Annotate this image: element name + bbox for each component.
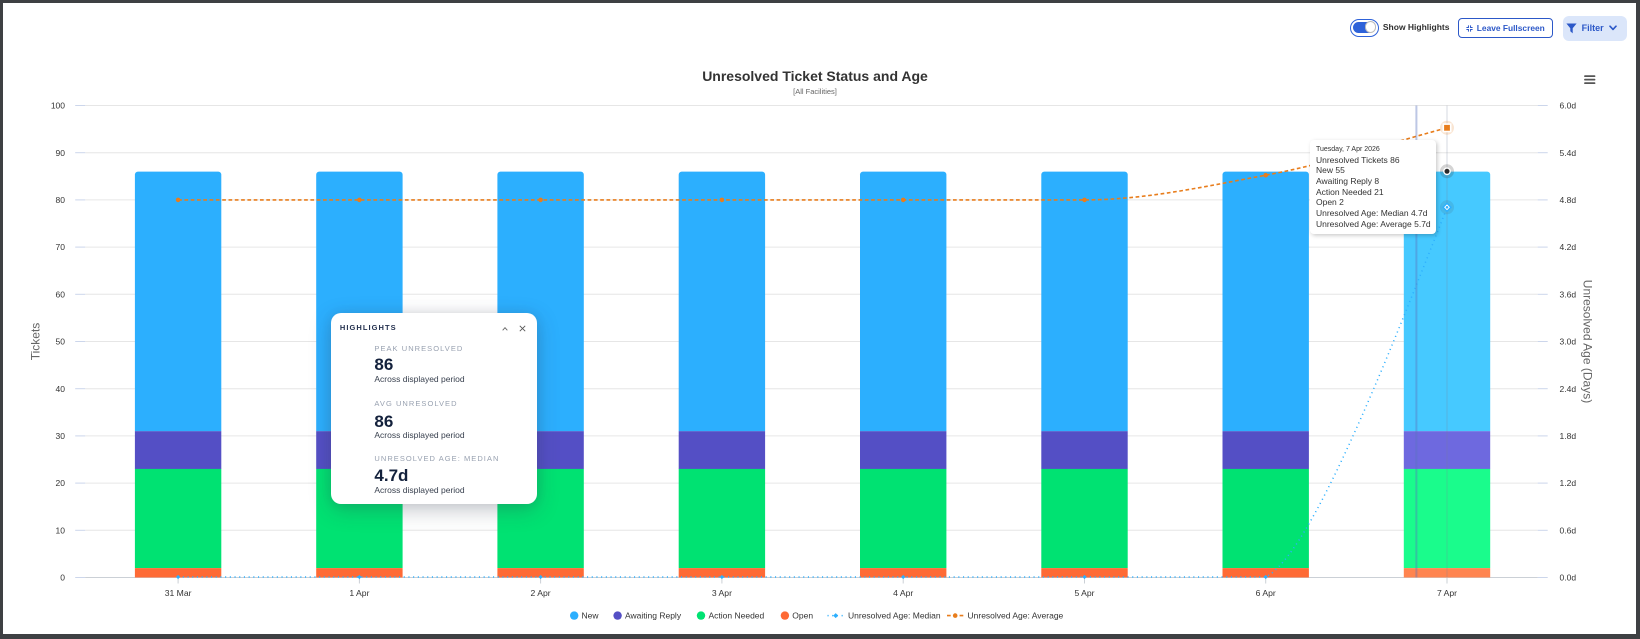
svg-text:6 Apr: 6 Apr [1256,588,1276,598]
svg-text:Awaiting Reply: Awaiting Reply [625,611,682,621]
svg-text:10: 10 [56,525,66,535]
svg-text:40: 40 [56,384,66,394]
svg-text:4 Apr: 4 Apr [893,588,913,598]
svg-text:90: 90 [56,148,66,158]
svg-text:60: 60 [56,289,66,299]
svg-text:3.6d: 3.6d [1560,289,1577,299]
svg-text:70: 70 [56,242,66,252]
svg-text:3 Apr: 3 Apr [712,588,732,598]
svg-text:2.4d: 2.4d [1560,384,1577,394]
svg-text:30: 30 [56,431,66,441]
svg-text:Action Needed: Action Needed [709,611,765,621]
svg-text:1.8d: 1.8d [1560,431,1577,441]
svg-text:1.2d: 1.2d [1560,478,1577,488]
svg-text:0: 0 [60,573,65,583]
svg-text:20: 20 [56,478,66,488]
svg-text:4.2d: 4.2d [1560,242,1577,252]
svg-text:100: 100 [51,101,65,111]
svg-text:4.8d: 4.8d [1560,195,1577,205]
svg-text:5 Apr: 5 Apr [1074,588,1094,598]
svg-text:Unresolved Age: Median: Unresolved Age: Median [848,611,941,621]
svg-text:Tickets: Tickets [29,323,43,361]
svg-text:0.6d: 0.6d [1560,525,1577,535]
svg-text:1 Apr: 1 Apr [349,588,369,598]
svg-text:7 Apr: 7 Apr [1437,588,1457,598]
svg-text:6.0d: 6.0d [1560,101,1577,111]
svg-text:80: 80 [56,195,66,205]
svg-text:Unresolved Age: Average: Unresolved Age: Average [968,611,1064,621]
svg-text:Unresolved Age (Days): Unresolved Age (Days) [1581,280,1595,403]
svg-text:0.0d: 0.0d [1560,573,1577,583]
svg-text:3.0d: 3.0d [1560,337,1577,347]
svg-text:31 Mar: 31 Mar [165,588,192,598]
svg-text:50: 50 [56,337,66,347]
svg-text:2 Apr: 2 Apr [531,588,551,598]
svg-text:Open: Open [792,611,813,621]
svg-text:5.4d: 5.4d [1560,148,1577,158]
svg-text:New: New [582,611,600,621]
